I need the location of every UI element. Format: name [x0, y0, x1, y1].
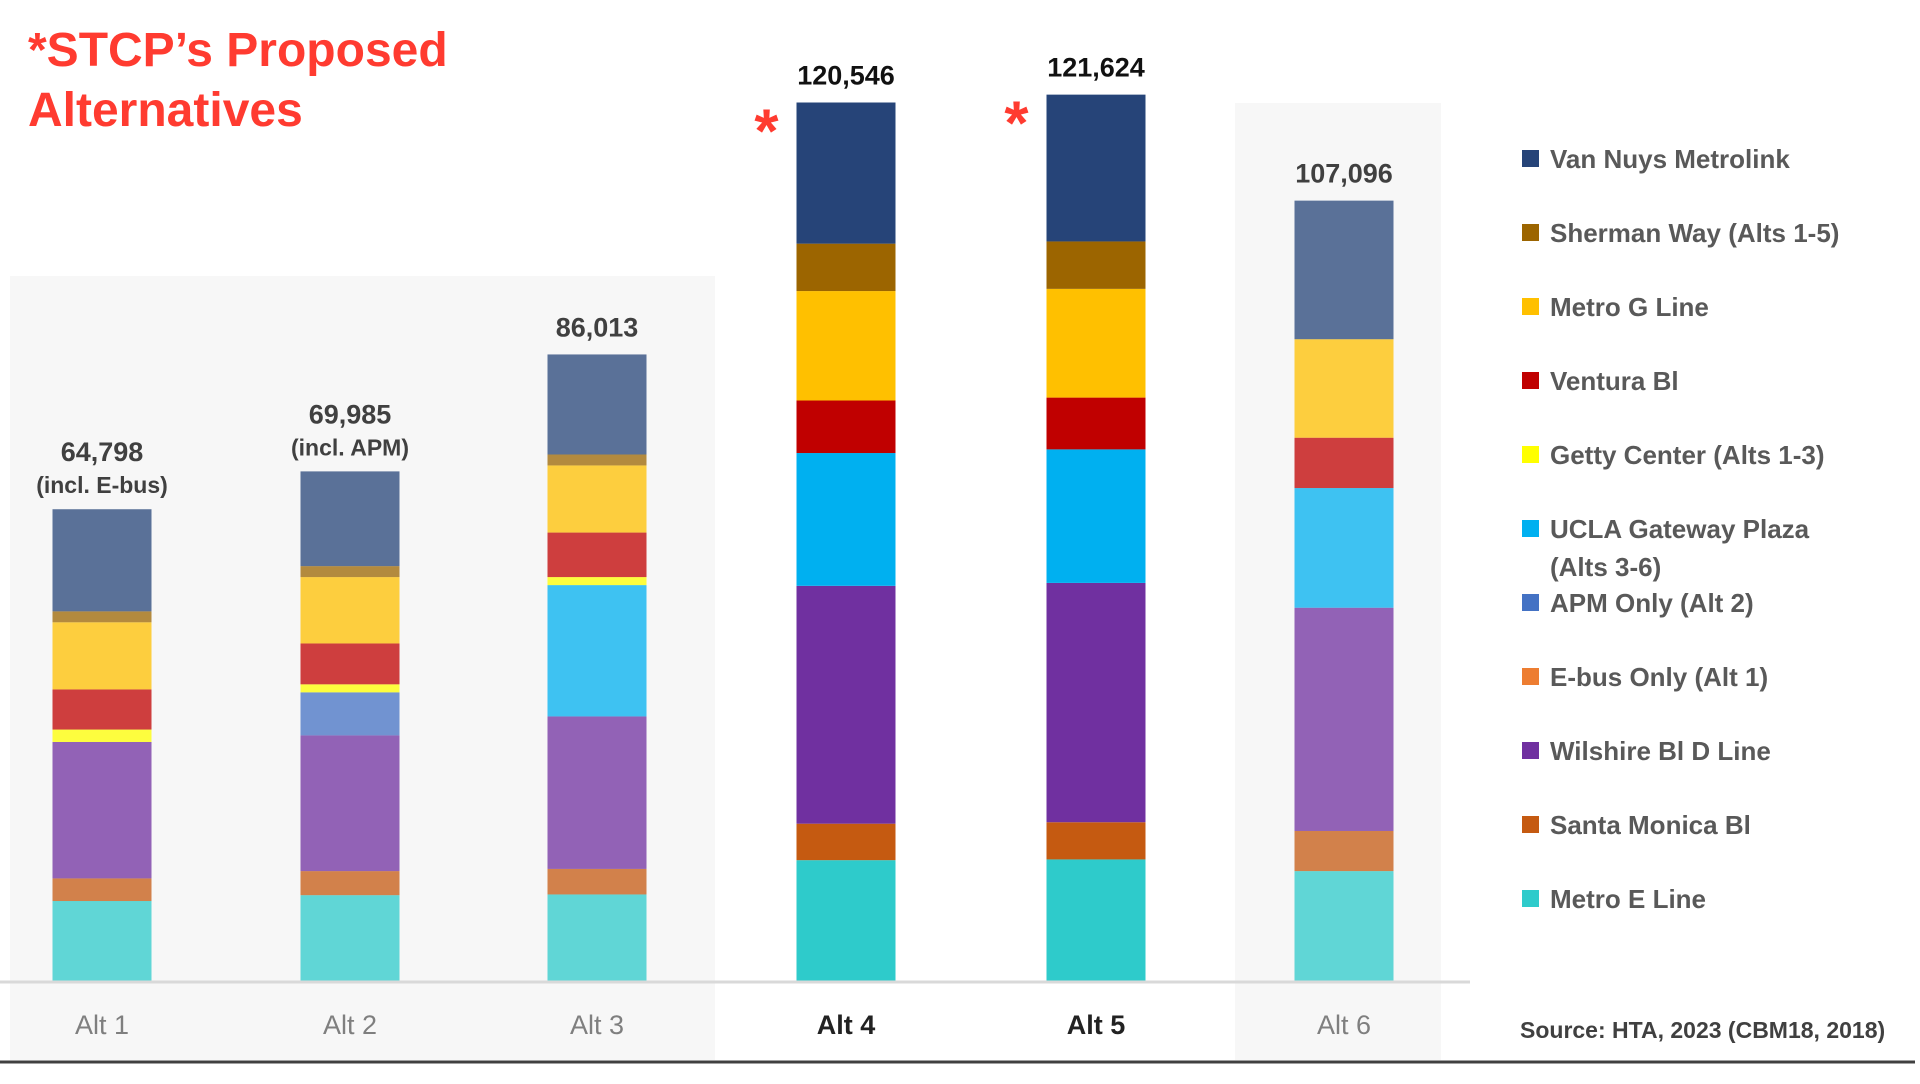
bar-segment-alt-3-van-nuys-metrolink	[547, 354, 647, 455]
legend: Van Nuys Metrolink Sherman Way (Alts 1-5)…	[1522, 144, 1839, 914]
bar-segment-alt-3-metro-e-line	[547, 894, 647, 982]
bar-segment-alt-2-ventura-bl	[300, 643, 400, 685]
bar-segment-alt-1-van-nuys-metrolink	[52, 509, 152, 612]
bar-segment-alt-1-getty-center-alts-1-3	[52, 729, 152, 742]
chart-headline-line-1: *STCP’s Proposed	[28, 24, 448, 77]
bar-segment-alt-4-santa-monica-bl	[796, 823, 896, 861]
legend-swatch-metro-g-line	[1522, 298, 1539, 315]
legend-swatch-van-nuys-metrolink	[1522, 150, 1539, 167]
total-label-alt-6: 107,096	[1295, 159, 1393, 189]
bar-segment-alt-3-santa-monica-bl	[547, 868, 647, 895]
bar-segment-alt-3-ventura-bl	[547, 532, 647, 578]
legend-label-wilshire-bl-d-line: Wilshire Bl D Line	[1550, 736, 1771, 766]
total-label-alt-3: 86,013	[556, 312, 639, 342]
bar-segment-alt-6-wilshire-bl-d-line	[1294, 607, 1394, 831]
total-note-alt-2: (incl. APM)	[291, 434, 409, 460]
legend-label-metro-e-line: Metro E Line	[1550, 884, 1706, 914]
legend-label-ucla-gateway-plaza-alts-3-6-line-2: (Alts 3-6)	[1550, 552, 1661, 582]
bar-segment-alt-1-santa-monica-bl	[52, 878, 152, 902]
total-label-alt-4: 120,546	[797, 60, 895, 90]
bar-segment-alt-5-metro-e-line	[1046, 859, 1146, 982]
bar-segment-alt-6-ventura-bl	[1294, 437, 1394, 489]
legend-label-van-nuys-metrolink: Van Nuys Metrolink	[1550, 144, 1790, 174]
bar-segment-alt-2-apm-only-alt-2	[300, 692, 400, 736]
background-panels	[10, 103, 1441, 1060]
total-label-alt-2: 69,985	[309, 399, 392, 429]
bar-segment-alt-2-wilshire-bl-d-line	[300, 735, 400, 872]
bar-segment-alt-5-sherman-way-alts-1-5	[1046, 241, 1146, 289]
bar-segment-alt-6-metro-g-line	[1294, 339, 1394, 438]
bar-segment-alt-2-van-nuys-metrolink	[300, 471, 400, 567]
legend-label-e-bus-only-alt-1: E-bus Only (Alt 1)	[1550, 662, 1768, 692]
bar-segment-alt-3-sherman-way-alts-1-5	[547, 454, 647, 466]
bar-labels: 64,798 (incl. E-bus) Alt 1 69,985 (incl. APM…	[36, 53, 1393, 1040]
legend-swatch-santa-monica-bl	[1522, 816, 1539, 833]
bar-segment-alt-1-ventura-bl	[52, 689, 152, 730]
category-label-alt-1: Alt 1	[75, 1010, 129, 1040]
legend-label-ventura-bl: Ventura Bl	[1550, 366, 1679, 396]
bar-segment-alt-4-ventura-bl	[796, 400, 896, 454]
bar-segment-alt-6-metro-e-line	[1294, 871, 1394, 982]
legend-swatch-apm-only-alt-2	[1522, 594, 1539, 611]
legend-swatch-wilshire-bl-d-line	[1522, 742, 1539, 759]
legend-swatch-getty-center-alts-1-3	[1522, 446, 1539, 463]
legend-swatch-metro-e-line	[1522, 890, 1539, 907]
bar-segment-alt-6-ucla-gateway-plaza-alts-3-6	[1294, 488, 1394, 608]
category-label-alt-5: Alt 5	[1067, 1010, 1126, 1040]
legend-swatch-sherman-way-alts-1-5	[1522, 224, 1539, 241]
bar-segment-alt-6-van-nuys-metrolink	[1294, 200, 1394, 340]
total-label-alt-5: 121,624	[1047, 53, 1145, 83]
bar-segment-alt-5-van-nuys-metrolink	[1046, 94, 1146, 242]
bar-segment-alt-1-metro-g-line	[52, 622, 152, 690]
bar-segment-alt-5-ucla-gateway-plaza-alts-3-6	[1046, 449, 1146, 583]
bar-segment-alt-5-santa-monica-bl	[1046, 822, 1146, 860]
bar-segment-alt-3-metro-g-line	[547, 465, 647, 533]
category-label-alt-3: Alt 3	[570, 1010, 624, 1040]
bar-segment-alt-4-wilshire-bl-d-line	[796, 585, 896, 824]
legend-label-santa-monica-bl: Santa Monica Bl	[1550, 810, 1751, 840]
bar-segment-alt-2-sherman-way-alts-1-5	[300, 566, 400, 578]
category-label-alt-2: Alt 2	[323, 1010, 377, 1040]
bar-segment-alt-4-van-nuys-metrolink	[796, 102, 896, 244]
bar-segment-alt-2-getty-center-alts-1-3	[300, 684, 400, 693]
bar-segment-alt-3-getty-center-alts-1-3	[547, 577, 647, 586]
proposed-marker-alt-4: *	[754, 97, 779, 166]
legend-label-sherman-way-alts-1-5: Sherman Way (Alts 1-5)	[1550, 218, 1839, 248]
chart-headline-line-2: Alternatives	[28, 84, 303, 137]
legend-swatch-ventura-bl	[1522, 372, 1539, 389]
bar-segment-alt-2-metro-g-line	[300, 577, 400, 644]
bar-stacks	[0, 94, 1470, 984]
legend-label-apm-only-alt-2: APM Only (Alt 2)	[1550, 588, 1754, 618]
legend-label-ucla-gateway-plaza-alts-3-6-line-1: UCLA Gateway Plaza	[1550, 514, 1810, 544]
total-label-alt-1: 64,798	[61, 437, 144, 467]
bar-segment-alt-5-metro-g-line	[1046, 288, 1146, 398]
bar-segment-alt-1-wilshire-bl-d-line	[52, 741, 152, 879]
bar-segment-alt-1-sherman-way-alts-1-5	[52, 611, 152, 623]
bar-segment-alt-1-metro-e-line	[52, 901, 152, 982]
bar-segment-alt-2-metro-e-line	[300, 895, 400, 982]
bar-segment-alt-4-sherman-way-alts-1-5	[796, 243, 896, 292]
bar-segment-alt-4-metro-e-line	[796, 860, 896, 982]
legend-swatch-ucla-gateway-plaza-alts-3-6	[1522, 520, 1539, 537]
bar-segment-alt-5-wilshire-bl-d-line	[1046, 582, 1146, 823]
bar-segment-alt-3-wilshire-bl-d-line	[547, 716, 647, 869]
total-note-alt-1: (incl. E-bus)	[36, 472, 168, 498]
bar-segment-alt-4-ucla-gateway-plaza-alts-3-6	[796, 453, 896, 586]
chart-footer: Source: HTA, 2023 (CBM18, 2018)	[0, 1017, 1915, 1064]
proposed-marker-alt-5: *	[1004, 90, 1029, 159]
bar-segment-alt-3-ucla-gateway-plaza-alts-3-6	[547, 585, 647, 717]
source-note: Source: HTA, 2023 (CBM18, 2018)	[1520, 1017, 1885, 1043]
chart-headline: *STCP’s Proposed Alternatives	[28, 24, 448, 137]
legend-label-getty-center-alts-1-3: Getty Center (Alts 1-3)	[1550, 440, 1825, 470]
bar-segment-alt-4-metro-g-line	[796, 291, 896, 401]
bar-segment-alt-2-santa-monica-bl	[300, 871, 400, 896]
legend-swatch-e-bus-only-alt-1	[1522, 668, 1539, 685]
legend-label-metro-g-line: Metro G Line	[1550, 292, 1709, 322]
bar-segment-alt-6-santa-monica-bl	[1294, 830, 1394, 872]
bar-segment-alt-5-ventura-bl	[1046, 397, 1146, 450]
category-label-alt-4: Alt 4	[817, 1010, 876, 1040]
category-label-alt-6: Alt 6	[1317, 1010, 1371, 1040]
